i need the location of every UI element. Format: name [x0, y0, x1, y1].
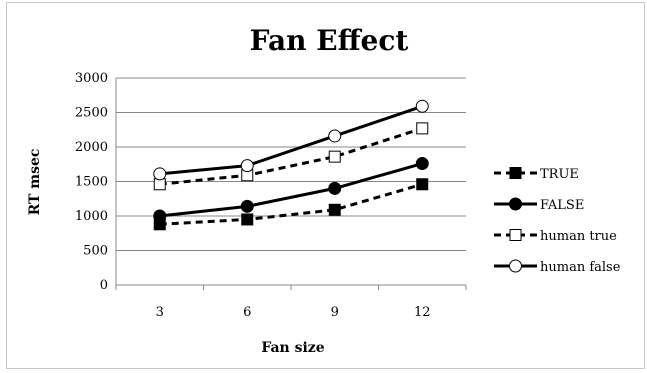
y-tick-label: 1000: [75, 209, 108, 224]
data-point-human-false: [153, 167, 167, 181]
legend-label: TRUE: [540, 167, 579, 182]
data-point-false: [328, 181, 342, 195]
legend-marker: [509, 229, 522, 241]
legend-item-false: FALSE: [494, 197, 584, 213]
grid-lines: [116, 77, 466, 251]
x-tick-label: 9: [331, 305, 339, 320]
y-tick-label: 2000: [75, 140, 108, 155]
data-point-human-true: [416, 122, 429, 135]
data-point-false: [415, 157, 429, 171]
y-axis-title: RT msec: [27, 149, 43, 216]
data-point-human-false: [328, 129, 342, 143]
legend-label: FALSE: [540, 198, 584, 213]
data-point-false: [240, 199, 254, 213]
y-tick-label: 2500: [75, 106, 108, 121]
y-tick-label: 500: [83, 244, 108, 259]
legend-label: human true: [540, 229, 617, 244]
series-line-human-false: [159, 104, 423, 176]
series-lines: [159, 104, 423, 226]
legend-marker: [509, 197, 522, 211]
axes: 0 500 1000 1500 2000 2500 3000 3 6 9 12: [75, 71, 467, 320]
series-markers: [153, 99, 429, 231]
y-tick-label: 0: [100, 278, 108, 293]
chart-frame: Fan Effect 0 500 1000 1500 2000 2500 3000 3 6 9 12…: [6, 2, 645, 369]
x-tick-label: 6: [243, 305, 251, 320]
series-line-true: [159, 182, 423, 226]
y-tick-label: 1500: [75, 175, 108, 190]
legend-item-true: TRUE: [494, 167, 579, 182]
x-tick-label: 12: [414, 305, 431, 320]
data-point-human-true: [328, 150, 341, 163]
data-point-human-false: [415, 99, 429, 113]
x-axis-title: Fan size: [261, 340, 324, 356]
data-point-human-false: [240, 159, 254, 173]
legend-item-human-false: human false: [494, 259, 621, 275]
data-point-true: [328, 203, 341, 216]
data-point-true: [416, 178, 429, 191]
legend-marker: [509, 167, 522, 179]
series-line-human-true: [159, 126, 423, 186]
chart-title: Fan Effect: [250, 24, 409, 57]
legend-marker: [509, 259, 522, 273]
x-tick-label: 3: [156, 305, 164, 320]
legend-item-human-true: human true: [494, 229, 617, 244]
legend: TRUE FALSE human true human false: [494, 167, 621, 275]
data-point-true: [241, 213, 254, 226]
legend-label: human false: [540, 260, 621, 275]
series-line-false: [159, 162, 423, 218]
data-point-false: [153, 209, 167, 223]
fan-effect-chart: Fan Effect 0 500 1000 1500 2000 2500 3000 3 6 9 12…: [27, 24, 621, 356]
y-tick-label: 3000: [75, 71, 108, 86]
